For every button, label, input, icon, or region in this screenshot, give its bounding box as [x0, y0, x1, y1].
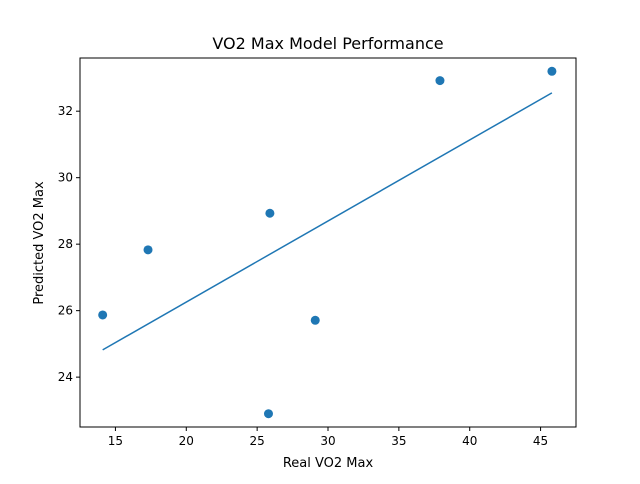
- y-tick-label: 32: [58, 104, 73, 118]
- data-point-6: [435, 76, 445, 86]
- x-tick-label: 40: [462, 434, 477, 448]
- chart-title: VO2 Max Model Performance: [212, 34, 443, 53]
- x-tick-label: 15: [108, 434, 123, 448]
- y-axis-label: Predicted VO2 Max: [32, 181, 47, 305]
- x-tick-label: 25: [250, 434, 265, 448]
- data-point-2: [143, 245, 153, 255]
- data-point-1: [98, 310, 108, 320]
- data-point-3: [265, 208, 275, 218]
- data-point-7: [547, 66, 557, 76]
- x-tick-label: 20: [179, 434, 194, 448]
- x-axis-label: Real VO2 Max: [283, 456, 374, 471]
- x-tick-label: 45: [533, 434, 548, 448]
- y-tick-label: 26: [58, 304, 73, 318]
- y-tick-label: 30: [58, 171, 73, 185]
- x-tick-label: 30: [320, 434, 335, 448]
- data-point-5: [310, 315, 320, 325]
- y-tick-label: 28: [58, 237, 73, 251]
- x-tick-label: 35: [391, 434, 406, 448]
- data-point-4: [263, 409, 273, 419]
- y-tick-label: 24: [58, 370, 73, 384]
- regression-line: [102, 92, 553, 351]
